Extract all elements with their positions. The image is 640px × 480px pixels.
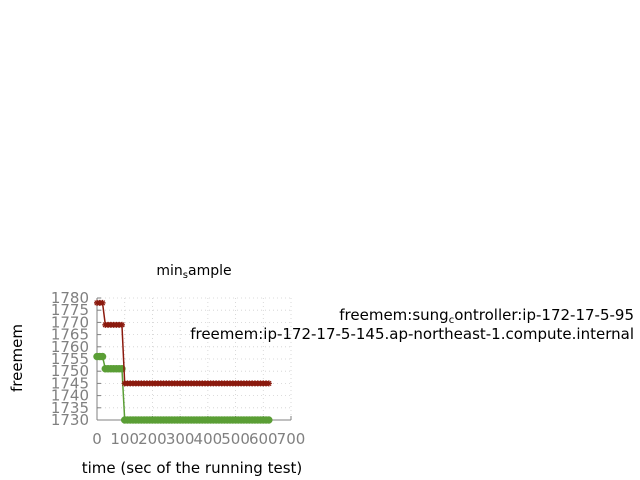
legend-label: freemem:ip-172-17-5-145.ap-northeast-1.c… — [190, 325, 634, 343]
series-group — [93, 299, 273, 424]
y-tick-label: 1780 — [51, 289, 89, 307]
x-tick-label: 700 — [277, 430, 306, 448]
series-2 — [93, 352, 273, 424]
data-point — [265, 380, 272, 387]
x-tick-label: 100 — [110, 430, 139, 448]
y-tick-label: 1765 — [51, 326, 89, 344]
x-tick-label: 400 — [194, 430, 223, 448]
data-point — [98, 352, 107, 361]
y-tick-label: 1745 — [51, 374, 89, 392]
data-point — [99, 299, 106, 306]
series-1 — [94, 299, 272, 387]
y-tick-label: 1775 — [51, 301, 89, 319]
legend-item: freemem:sungcontroller:ip-172-17-5-95 — [339, 306, 634, 326]
x-tick-label: 500 — [221, 430, 250, 448]
y-tick-label: 1730 — [51, 411, 89, 429]
x-tick-label: 200 — [138, 430, 167, 448]
y-tick-label: 1740 — [51, 387, 89, 405]
y-tick-label: 1760 — [51, 338, 89, 356]
data-point — [265, 416, 273, 424]
y-tick-label: 1750 — [51, 362, 89, 380]
axes: 0 100 200 300 400 500 600 700173017351740174517… — [51, 289, 306, 448]
y-tick-label: 1770 — [51, 313, 89, 331]
data-point — [118, 321, 125, 328]
legend: freemem:sungcontroller:ip-172-17-5-95fre… — [190, 306, 634, 343]
grid — [96, 297, 292, 421]
x-tick-label: 300 — [166, 430, 195, 448]
legend-label: freemem:sungcontroller:ip-172-17-5-95 — [339, 306, 634, 326]
x-tick-label: 0 — [92, 430, 102, 448]
y-tick-label: 1735 — [51, 399, 89, 417]
legend-item: freemem:ip-172-17-5-145.ap-northeast-1.c… — [190, 325, 634, 343]
x-tick-label: 600 — [249, 430, 278, 448]
x-axis-title: time (sec of the running test) — [82, 459, 303, 477]
chart-title: minsample — [156, 263, 231, 281]
y-axis-title: freemem — [8, 324, 26, 392]
y-tick-label: 1755 — [51, 350, 89, 368]
